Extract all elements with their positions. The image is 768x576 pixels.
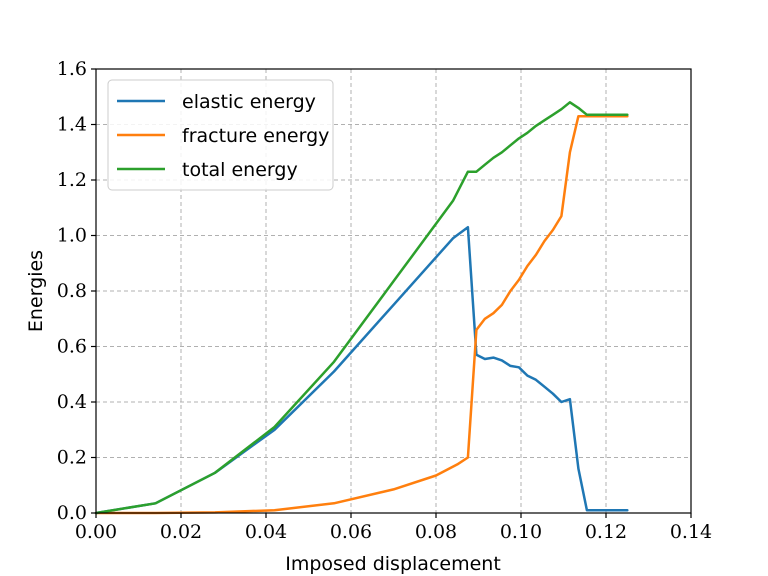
x-tick-label: 0.06 [330,521,372,543]
y-tick-label: 0.4 [57,391,87,413]
y-tick-label: 0.2 [57,447,87,469]
x-tick-label: 0.14 [670,521,712,543]
elastic-energy-line [94,225,629,515]
x-tick-label: 0.08 [415,521,457,543]
series-layer [94,101,629,515]
y-tick-label: 0.8 [57,280,87,302]
fracture-energy-line [94,114,629,515]
y-tick-label: 1.0 [57,225,87,247]
x-tick-label: 0.04 [245,521,287,543]
x-tick-label: 0.02 [160,521,202,543]
total-energy-line [94,101,629,515]
legend-label-total-energy: total energy [182,159,298,181]
y-axis-label: Energies [25,250,47,332]
legend-label-fracture-energy: fracture energy [182,125,329,147]
y-tick-label: 0.0 [57,502,87,524]
ticks: 0.00 0.02 0.04 0.06 0.08 0.10 0.12 0.14 0.0 0.2 0.… [57,58,712,543]
legend: elastic energy fracture energy total energ… [107,79,334,191]
y-tick-label: 1.6 [57,58,87,80]
x-tick-label: 0.12 [585,521,627,543]
x-tick-label: 0.10 [500,521,542,543]
x-tick-label: 0.00 [75,521,117,543]
legend-label-elastic-energy: elastic energy [182,91,316,113]
y-tick-label: 0.6 [57,336,87,358]
y-tick-label: 1.2 [57,169,87,191]
x-axis-label: Imposed displacement [285,553,501,575]
y-tick-label: 1.4 [57,114,87,136]
legend-box [107,79,334,191]
